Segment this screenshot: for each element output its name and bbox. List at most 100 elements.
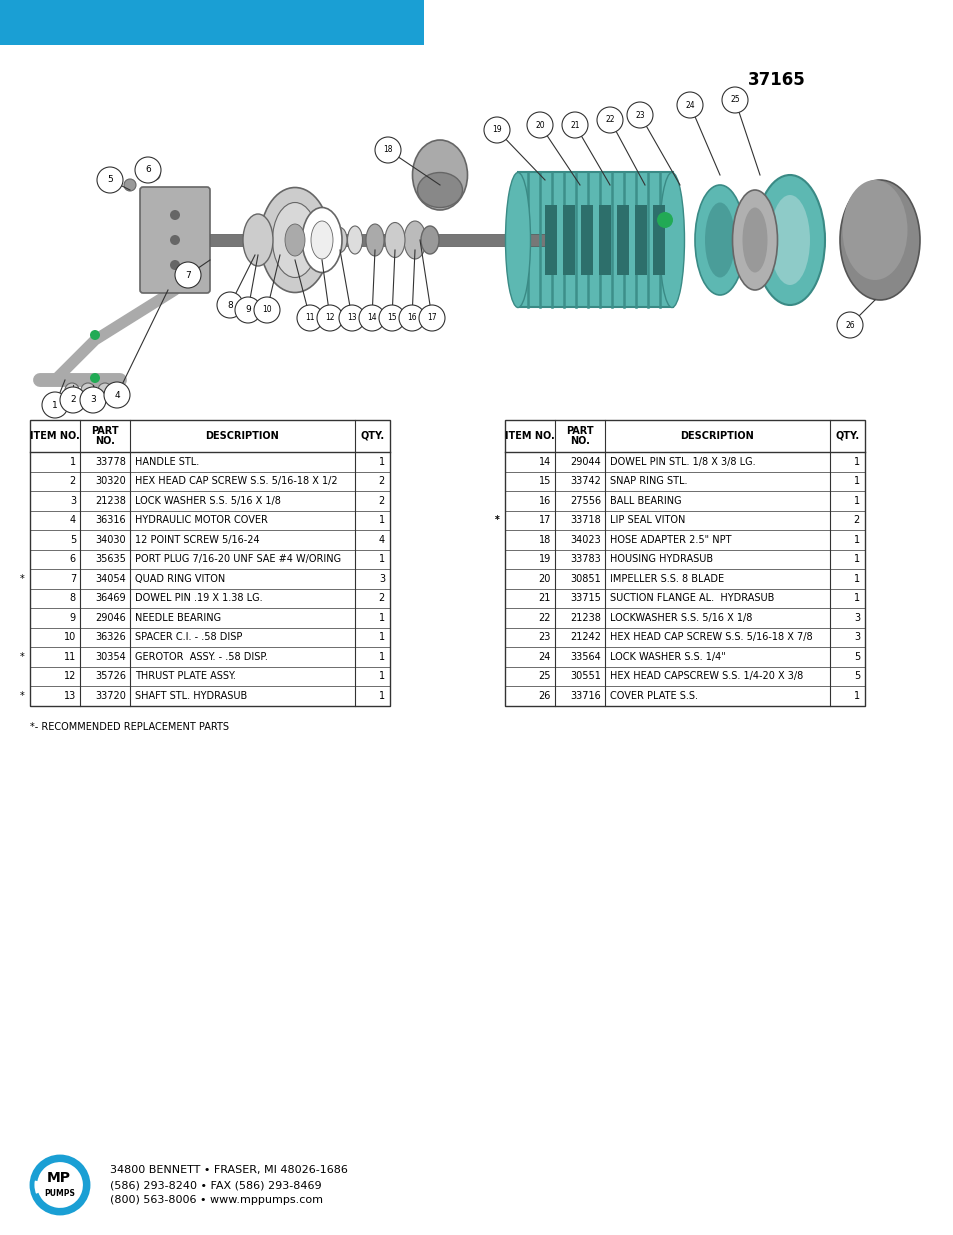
Circle shape xyxy=(216,291,243,317)
Bar xyxy=(598,205,610,275)
Ellipse shape xyxy=(273,203,317,278)
Text: 37165: 37165 xyxy=(747,70,805,89)
Text: 9: 9 xyxy=(70,613,76,622)
Text: 1: 1 xyxy=(378,632,385,642)
Ellipse shape xyxy=(285,224,305,256)
Text: 5: 5 xyxy=(70,535,76,545)
Text: IMPELLER S.S. 8 BLADE: IMPELLER S.S. 8 BLADE xyxy=(609,574,723,584)
Text: 6: 6 xyxy=(145,165,151,174)
Text: HOUSING HYDRASUB: HOUSING HYDRASUB xyxy=(609,555,713,564)
Text: 2: 2 xyxy=(378,495,385,506)
Text: 13: 13 xyxy=(64,690,76,700)
Text: 1: 1 xyxy=(853,593,859,603)
Text: 1: 1 xyxy=(378,652,385,662)
Text: 12: 12 xyxy=(325,314,335,322)
Circle shape xyxy=(90,330,100,340)
Text: QTY.: QTY. xyxy=(835,431,859,441)
Bar xyxy=(617,205,628,275)
Text: MP: MP xyxy=(47,1171,71,1186)
Circle shape xyxy=(526,112,553,138)
Text: 1: 1 xyxy=(853,690,859,700)
Ellipse shape xyxy=(741,207,767,273)
Text: LIP SEAL VITON: LIP SEAL VITON xyxy=(609,515,684,525)
Circle shape xyxy=(65,383,79,396)
Circle shape xyxy=(721,86,747,112)
Circle shape xyxy=(561,112,587,138)
Text: 30354: 30354 xyxy=(95,652,126,662)
Text: QUAD RING VITON: QUAD RING VITON xyxy=(135,574,225,584)
Text: 30851: 30851 xyxy=(570,574,600,584)
Text: *: * xyxy=(20,652,25,662)
Text: 15: 15 xyxy=(387,314,396,322)
Ellipse shape xyxy=(417,173,462,207)
Text: 1: 1 xyxy=(378,613,385,622)
Ellipse shape xyxy=(840,180,919,300)
Text: 5: 5 xyxy=(853,672,859,682)
Text: 17: 17 xyxy=(427,314,436,322)
Text: 33715: 33715 xyxy=(570,593,600,603)
Text: *: * xyxy=(20,690,25,700)
Bar xyxy=(0,0,423,44)
Text: 35635: 35635 xyxy=(95,555,126,564)
Text: 18: 18 xyxy=(538,535,551,545)
Ellipse shape xyxy=(403,221,426,259)
Circle shape xyxy=(483,117,510,143)
Text: HEX HEAD CAP SCREW S.S. 5/16-18 X 1/2: HEX HEAD CAP SCREW S.S. 5/16-18 X 1/2 xyxy=(135,477,337,487)
Text: 17: 17 xyxy=(538,515,551,525)
Ellipse shape xyxy=(333,227,347,252)
Text: 22: 22 xyxy=(537,613,551,622)
Text: 34800 BENNETT • FRASER, MI 48026-1686: 34800 BENNETT • FRASER, MI 48026-1686 xyxy=(110,1165,348,1174)
Text: 23: 23 xyxy=(538,632,551,642)
Bar xyxy=(562,205,575,275)
Bar xyxy=(200,233,550,246)
Text: 11: 11 xyxy=(305,314,314,322)
Text: 34030: 34030 xyxy=(95,535,126,545)
Text: GEROTOR  ASSY. - .58 DISP.: GEROTOR ASSY. - .58 DISP. xyxy=(135,652,268,662)
FancyBboxPatch shape xyxy=(140,186,210,293)
Text: 12: 12 xyxy=(64,672,76,682)
Bar xyxy=(652,205,664,275)
Circle shape xyxy=(32,1157,88,1213)
Text: DOWEL PIN .19 X 1.38 LG.: DOWEL PIN .19 X 1.38 LG. xyxy=(135,593,262,603)
Ellipse shape xyxy=(841,180,906,280)
Circle shape xyxy=(677,91,702,119)
Text: 1: 1 xyxy=(853,457,859,467)
Text: 2: 2 xyxy=(378,593,385,603)
Text: DOWEL PIN STL. 1/8 X 3/8 LG.: DOWEL PIN STL. 1/8 X 3/8 LG. xyxy=(609,457,755,467)
Text: LOCKWASHER S.S. 5/16 X 1/8: LOCKWASHER S.S. 5/16 X 1/8 xyxy=(609,613,752,622)
Ellipse shape xyxy=(695,185,744,295)
Text: 25: 25 xyxy=(729,95,739,105)
Text: 18: 18 xyxy=(383,146,393,154)
Bar xyxy=(517,172,672,308)
Text: SNAP RING STL.: SNAP RING STL. xyxy=(609,477,687,487)
Text: SHAFT STL. HYDRASUB: SHAFT STL. HYDRASUB xyxy=(135,690,247,700)
Text: 5: 5 xyxy=(107,175,112,184)
Text: 19: 19 xyxy=(492,126,501,135)
Text: PUMPS: PUMPS xyxy=(45,1189,75,1198)
Circle shape xyxy=(170,261,180,270)
Text: BALL BEARING: BALL BEARING xyxy=(609,495,680,506)
Text: 20: 20 xyxy=(535,121,544,130)
Text: SPACER C.I. - .58 DISP: SPACER C.I. - .58 DISP xyxy=(135,632,242,642)
Circle shape xyxy=(170,210,180,220)
Text: 20: 20 xyxy=(538,574,551,584)
Ellipse shape xyxy=(769,195,809,285)
Circle shape xyxy=(375,137,400,163)
Text: 1: 1 xyxy=(378,555,385,564)
Circle shape xyxy=(124,179,136,191)
Text: 3: 3 xyxy=(90,395,95,405)
Text: 36316: 36316 xyxy=(95,515,126,525)
Text: LOCK WASHER S.S. 5/16 X 1/8: LOCK WASHER S.S. 5/16 X 1/8 xyxy=(135,495,280,506)
Text: 3: 3 xyxy=(378,574,385,584)
Text: *: * xyxy=(495,515,499,525)
Ellipse shape xyxy=(243,214,273,266)
Text: 36469: 36469 xyxy=(95,593,126,603)
Text: 1: 1 xyxy=(378,672,385,682)
Text: 16: 16 xyxy=(538,495,551,506)
Text: 26: 26 xyxy=(844,321,854,330)
Text: 1: 1 xyxy=(853,495,859,506)
Text: 22: 22 xyxy=(604,116,614,125)
Text: DESCRIPTION: DESCRIPTION xyxy=(679,431,754,441)
Text: NEEDLE BEARING: NEEDLE BEARING xyxy=(135,613,221,622)
Text: 36326: 36326 xyxy=(95,632,126,642)
